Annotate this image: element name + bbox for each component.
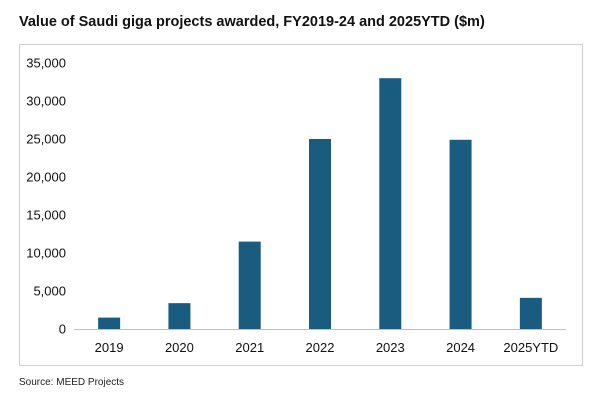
x-axis-tick-labels: 2019 2020 2021 2022 2023 2024 2025YTD: [95, 340, 559, 355]
bars: [98, 78, 542, 329]
bar-2025ytd: [519, 297, 542, 329]
x-tick-label: 2024: [446, 340, 475, 355]
y-tick-label: 15,000: [26, 208, 66, 223]
x-tick-label: 2019: [95, 340, 124, 355]
bar-2019: [98, 317, 121, 329]
source-note: Source: MEED Projects: [19, 377, 125, 388]
y-tick-label: 10,000: [26, 246, 66, 261]
bar-2023: [379, 78, 402, 329]
y-tick-label: 30,000: [26, 94, 66, 109]
x-tick-label: 2025YTD: [503, 340, 558, 355]
bar-2022: [309, 139, 331, 329]
chart-title: Value of Saudi giga projects awarded, FY…: [19, 14, 485, 30]
y-tick-label: 5,000: [33, 284, 66, 299]
y-tick-label: 20,000: [26, 170, 66, 185]
y-axis-tick-labels: 0 5,000 10,000 15,000 20,000 25,000 30,000 35,0…: [26, 56, 66, 337]
bar-2020: [168, 303, 191, 329]
x-tick-label: 2020: [165, 340, 194, 355]
y-tick-label: 25,000: [26, 132, 66, 147]
chart-frame: [19, 44, 583, 366]
x-tick-label: 2021: [235, 340, 264, 355]
x-tick-label: 2022: [306, 340, 335, 355]
bar-2024: [449, 139, 472, 329]
y-tick-label: 35,000: [26, 56, 66, 71]
y-tick-label: 0: [59, 322, 66, 337]
x-tick-label: 2023: [376, 340, 405, 355]
bar-2021: [238, 241, 261, 329]
